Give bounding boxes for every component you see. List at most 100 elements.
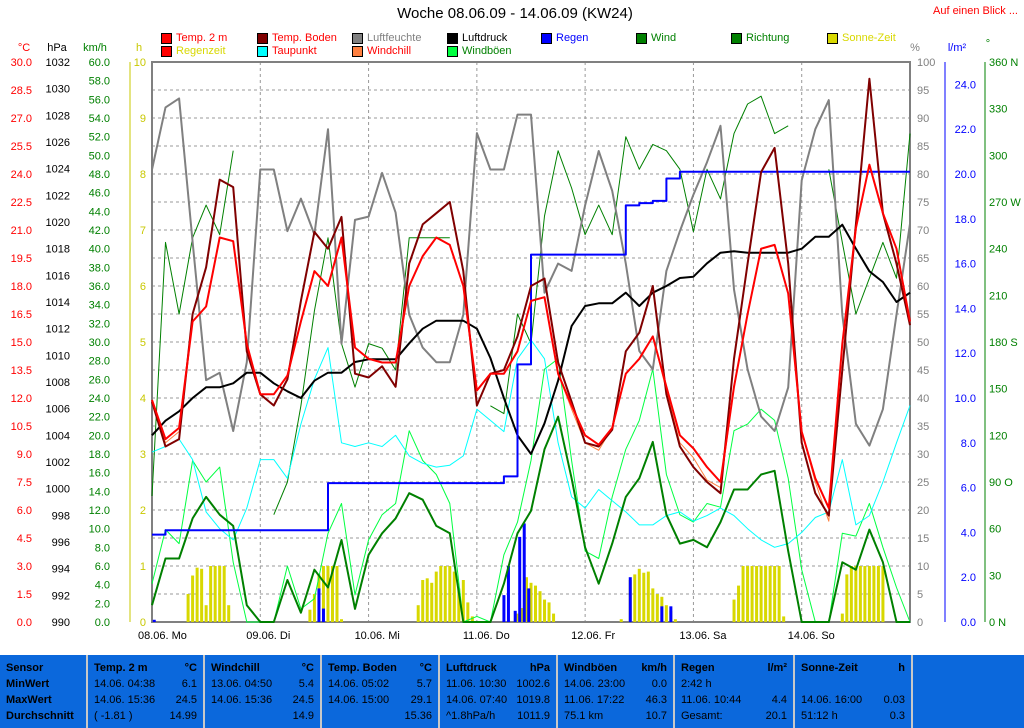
stats-column: Temp. 2 m °C 14.06. 04:38 6.1 14.06. 15:36 24… — [88, 655, 205, 728]
axis-tick-rain: 18.0 — [955, 214, 976, 226]
sunshine-bar — [737, 585, 741, 622]
stats-row: ^1.8hPa/h 1011.9 — [446, 708, 550, 724]
axis-tick-kmh: 34.0 — [89, 300, 110, 312]
stats-label: Sonne-Zeit — [801, 662, 858, 674]
stats-label: 11.06. 17:22 — [564, 694, 625, 706]
axis-tick-percent: 15 — [917, 533, 929, 545]
axis-tick-hours: 10 — [134, 57, 146, 69]
legend-label: Regen — [556, 32, 589, 44]
stats-label: Windchill — [211, 662, 260, 674]
legend-swatch-icon — [161, 32, 172, 44]
axis-tick-kmh: 0.0 — [95, 617, 110, 629]
axis-tick-percent: 40 — [917, 393, 929, 405]
sunshine-bar — [655, 594, 659, 622]
axis-tick-rain: 12.0 — [955, 348, 976, 360]
axis-tick-direction: 240 — [989, 244, 1007, 256]
stats-row: Sensor — [6, 660, 80, 676]
sunshine-bar — [637, 568, 641, 622]
axis-unit-celsius: °C — [18, 42, 30, 54]
sunshine-bar — [646, 571, 650, 622]
stats-label: 75.1 km — [564, 710, 604, 722]
axis-tick-rain: 4.0 — [961, 527, 976, 539]
stats-label: 14.06. 07:40 — [446, 694, 508, 706]
axis-tick-hours: 0 — [140, 617, 146, 629]
stats-row: 75.1 km 10.7 — [564, 708, 667, 724]
stats-value: °C — [301, 662, 314, 674]
sunshine-bar — [768, 566, 772, 622]
axis-tick-kmh: 60.0 — [89, 57, 110, 69]
axis-tick-percent: 65 — [917, 253, 929, 265]
hourly-rain-bar — [527, 588, 531, 622]
sunshine-bar — [642, 572, 646, 622]
legend-item: Regen — [541, 32, 588, 44]
axis-tick-direction: 330 — [989, 104, 1007, 116]
axis-tick-celsius: 18.0 — [11, 281, 32, 293]
series-line-windböen — [151, 358, 911, 623]
axis-tick-percent: 10 — [917, 561, 929, 573]
series-line-luftdruck — [151, 223, 911, 455]
stats-label: Temp. 2 m — [94, 662, 148, 674]
axis-tick-hours: 6 — [140, 281, 146, 293]
sunshine-bar — [529, 582, 533, 622]
stats-column: Sensor MinWert MaxWert Durchschnitt — [0, 655, 88, 728]
axis-tick-percent: 50 — [917, 337, 929, 349]
stats-table: Sensor MinWert MaxWert Durchschnitt Temp. 2 … — [0, 655, 1024, 728]
series-line-richtung — [490, 95, 789, 415]
axis-tick-hours: 1 — [140, 561, 146, 573]
stats-row — [919, 660, 1018, 676]
axis-tick-kmh: 32.0 — [89, 318, 110, 330]
stats-row — [801, 676, 905, 692]
legend-item: Luftfeuchte — [352, 32, 421, 44]
x-tick-label: 14.06. So — [788, 630, 835, 642]
stats-label: Temp. Boden — [328, 662, 397, 674]
stats-row: 14.06. 04:38 6.1 — [94, 676, 197, 692]
stats-value: 24.5 — [292, 694, 314, 706]
axis-tick-kmh: 24.0 — [89, 393, 110, 405]
quick-overview-link[interactable]: Auf einen Blick ... — [933, 5, 1018, 17]
stats-label: 2:42 h — [681, 678, 712, 690]
stats-row: 11.06. 10:30 1002.6 — [446, 676, 550, 692]
sunshine-bar — [543, 599, 547, 622]
hourly-rain-bar — [628, 577, 632, 622]
sunshine-bar — [759, 566, 763, 622]
legend-swatch-icon — [731, 32, 742, 44]
sunshine-bar — [664, 605, 668, 622]
legend-swatch-icon — [447, 32, 458, 44]
axis-tick-hpa: 1028 — [46, 110, 70, 122]
axis-tick-hpa: 1022 — [46, 190, 70, 202]
legend-label: Temp. Boden — [272, 32, 337, 44]
axis-tick-kmh: 54.0 — [89, 113, 110, 125]
stats-row: 14.06. 15:36 24.5 — [211, 692, 314, 708]
legend-label: Luftdruck — [462, 32, 508, 44]
axis-tick-rain: 6.0 — [961, 483, 976, 495]
sunshine-bar — [330, 566, 334, 622]
axis-tick-hpa: 994 — [52, 564, 70, 576]
axis-tick-percent: 60 — [917, 281, 929, 293]
legend-swatch-icon — [827, 32, 838, 44]
sunshine-bar — [552, 613, 556, 622]
stats-label: MaxWert — [6, 694, 52, 706]
stats-value: hPa — [529, 662, 550, 674]
x-tick-label: 11.06. Do — [463, 630, 510, 642]
sunshine-bar — [881, 566, 885, 622]
stats-row: 14.06. 15:00 29.1 — [328, 692, 432, 708]
axis-tick-kmh: 2.0 — [95, 598, 110, 610]
sunshine-bar — [200, 568, 204, 622]
axis-tick-percent: 5 — [917, 589, 923, 601]
sunshine-bar — [840, 613, 844, 622]
stats-value: 29.1 — [410, 694, 432, 706]
stats-label: 14.06. 16:00 — [801, 694, 863, 706]
axis-tick-percent: 85 — [917, 141, 929, 153]
axis-tick-direction: 30 — [989, 570, 1001, 582]
axis-tick-hpa: 1020 — [46, 217, 70, 229]
sunshine-bar — [872, 566, 876, 622]
axis-tick-direction: 300 — [989, 150, 1007, 162]
stats-row: 14.06. 23:00 0.0 — [564, 676, 667, 692]
sunshine-bar — [434, 571, 438, 622]
legend-item: Regenzeit — [161, 45, 226, 57]
stats-column: Windchill °C 13.06. 04:50 5.4 14.06. 15:36 24… — [205, 655, 322, 728]
legend-item: Temp. 2 m — [161, 32, 227, 44]
axis-tick-kmh: 22.0 — [89, 412, 110, 424]
legend-label: Regenzeit — [176, 45, 226, 57]
stats-label: 14.06. 04:38 — [94, 678, 156, 690]
